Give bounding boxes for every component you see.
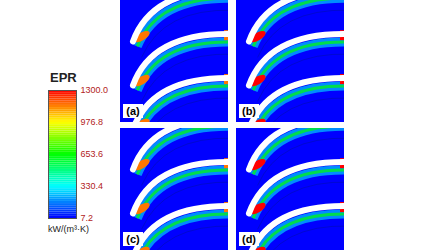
- svg-text:(c): (c): [126, 233, 140, 245]
- html-text:EPR: EPR: [50, 70, 77, 85]
- svg-text:7.2: 7.2: [81, 213, 94, 223]
- svg-text:(d): (d): [242, 233, 256, 245]
- html-text:kW/(m³·K): kW/(m³·K): [48, 224, 89, 234]
- svg-text:(b): (b): [242, 105, 256, 117]
- svg-text:(a): (a): [126, 105, 140, 117]
- svg-text:1300.0: 1300.0: [81, 85, 109, 95]
- svg-text:653.6: 653.6: [81, 149, 104, 159]
- svg-text:976.8: 976.8: [81, 117, 104, 127]
- svg-text:330.4: 330.4: [81, 181, 104, 191]
